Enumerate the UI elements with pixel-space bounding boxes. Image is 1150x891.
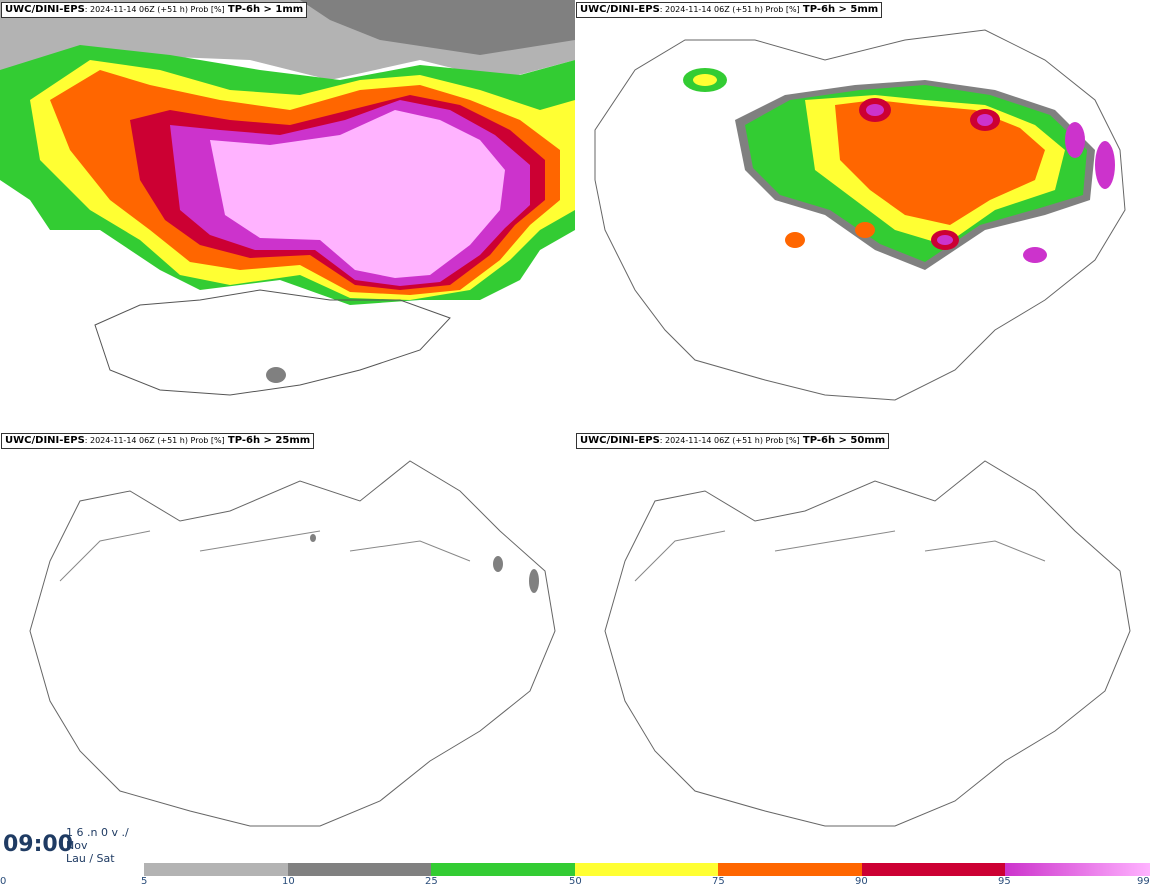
valid-date: 1 6 .n 0 v ./ Nov Lau / Sat bbox=[66, 826, 129, 865]
valid-time: 09:00 bbox=[3, 832, 74, 857]
run-info: : 2024-11-14 06Z (+51 h) Prob [%] bbox=[84, 5, 225, 14]
legend-tick: 50 bbox=[569, 876, 582, 887]
valid-time-box: 09:00 1 6 .n 0 v ./ Nov Lau / Sat bbox=[0, 826, 134, 865]
panel-title: UWC/DINI-EPS: 2024-11-14 06Z (+51 h) Pro… bbox=[576, 433, 890, 449]
model-name: UWC/DINI-EPS bbox=[5, 4, 85, 15]
legend-ticks: 0 5 10 25 50 75 90 95 99 bbox=[0, 876, 1150, 890]
legend-tick: 95 bbox=[998, 876, 1011, 887]
legend-tick: 75 bbox=[712, 876, 725, 887]
field-name: TP-6h > 50mm bbox=[802, 435, 886, 446]
run-info: : 2024-11-14 06Z (+51 h) Prob [%] bbox=[659, 436, 800, 445]
legend-75-90 bbox=[718, 863, 862, 876]
map-panel-50mm: UWC/DINI-EPS: 2024-11-14 06Z (+51 h) Pro… bbox=[575, 431, 1150, 862]
map-panel-5mm: UWC/DINI-EPS: 2024-11-14 06Z (+51 h) Pro… bbox=[575, 0, 1150, 431]
model-name: UWC/DINI-EPS bbox=[5, 435, 85, 446]
panel-title: UWC/DINI-EPS: 2024-11-14 06Z (+51 h) Pro… bbox=[576, 2, 883, 18]
map-panel-1mm: UWC/DINI-EPS: 2024-11-14 06Z (+51 h) Pro… bbox=[0, 0, 575, 431]
probability-map-50mm bbox=[604, 460, 1131, 827]
probability-map-5mm bbox=[594, 29, 1126, 401]
run-info: : 2024-11-14 06Z (+51 h) Prob [%] bbox=[659, 5, 800, 14]
legend-tick: 5 bbox=[141, 876, 148, 887]
field-name: TP-6h > 1mm bbox=[227, 4, 304, 15]
date-line-2: Nov bbox=[66, 839, 88, 852]
legend-25-50 bbox=[431, 863, 575, 876]
legend-tick: 99 bbox=[1137, 876, 1150, 887]
panel-title: UWC/DINI-EPS: 2024-11-14 06Z (+51 h) Pro… bbox=[1, 2, 308, 18]
date-line-1: 1 6 .n 0 v ./ bbox=[66, 826, 129, 839]
probability-map-1mm bbox=[0, 0, 575, 396]
panel-title: UWC/DINI-EPS: 2024-11-14 06Z (+51 h) Pro… bbox=[1, 433, 315, 449]
legend-10-25 bbox=[288, 863, 431, 876]
color-legend bbox=[144, 863, 1150, 876]
probability-map-25mm bbox=[29, 460, 556, 827]
field-name: TP-6h > 5mm bbox=[802, 4, 879, 15]
legend-tick: 90 bbox=[855, 876, 868, 887]
legend-95-99 bbox=[1005, 863, 1150, 876]
legend-90-95 bbox=[862, 863, 1005, 876]
model-name: UWC/DINI-EPS bbox=[580, 4, 660, 15]
model-name: UWC/DINI-EPS bbox=[580, 435, 660, 446]
legend-tick: 25 bbox=[425, 876, 438, 887]
legend-tick: 0 bbox=[0, 876, 7, 887]
run-info: : 2024-11-14 06Z (+51 h) Prob [%] bbox=[84, 436, 225, 445]
date-line-3: Lau / Sat bbox=[66, 852, 115, 865]
map-panel-25mm: UWC/DINI-EPS: 2024-11-14 06Z (+51 h) Pro… bbox=[0, 431, 575, 862]
field-name: TP-6h > 25mm bbox=[227, 435, 311, 446]
legend-50-75 bbox=[575, 863, 718, 876]
legend-tick: 10 bbox=[282, 876, 295, 887]
legend-5-10 bbox=[144, 863, 288, 876]
